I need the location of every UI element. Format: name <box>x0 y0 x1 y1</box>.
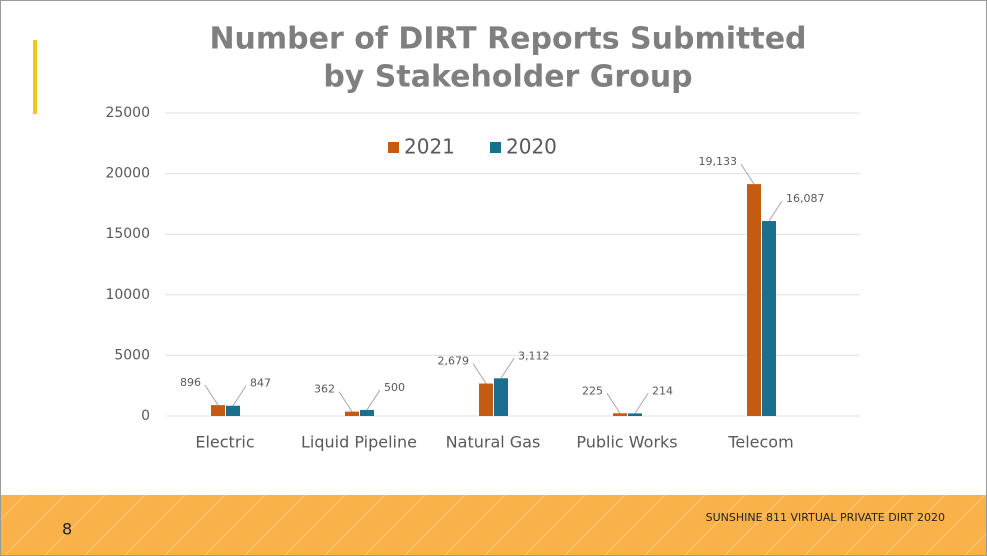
bar <box>747 184 761 416</box>
leader-line <box>338 391 353 412</box>
data-label: 16,087 <box>786 192 825 205</box>
leader-line <box>232 385 247 407</box>
data-label: 2,679 <box>438 355 470 368</box>
leader-line <box>472 363 487 384</box>
bar <box>360 409 374 416</box>
chart-title: Number of DIRT Reports Submitted <box>209 22 806 57</box>
x-tick-label: Natural Gas <box>446 433 541 452</box>
y-tick-label: 25000 <box>105 105 150 121</box>
bar <box>494 378 508 416</box>
x-tick-label: Electric <box>195 433 254 452</box>
data-label: 225 <box>582 384 603 397</box>
legend-swatch <box>490 142 501 153</box>
legend-label: 2020 <box>506 135 557 159</box>
data-label: 214 <box>652 384 673 397</box>
legend-label: 2021 <box>404 135 455 159</box>
bar <box>628 413 642 416</box>
footer-pattern <box>1 495 986 555</box>
y-tick-label: 15000 <box>105 226 150 242</box>
bar <box>613 413 627 416</box>
y-tick-label: 0 <box>141 408 150 424</box>
accent-bar <box>33 40 37 114</box>
y-tick-label: 5000 <box>114 347 150 363</box>
x-tick-label: Liquid Pipeline <box>301 433 417 452</box>
leader-line <box>606 393 621 414</box>
x-tick-label: Telecom <box>727 433 793 452</box>
leader-line <box>634 393 649 414</box>
page-number: 8 <box>62 520 72 539</box>
x-tick-label: Public Works <box>576 433 677 452</box>
data-label: 896 <box>180 376 201 389</box>
data-label: 19,133 <box>699 155 738 168</box>
footer-text: SUNSHINE 811 VIRTUAL PRIVATE DIRT 2020 <box>706 511 945 524</box>
bar <box>211 405 225 416</box>
legend-swatch <box>388 142 399 153</box>
bar <box>226 405 240 416</box>
bar <box>479 383 493 416</box>
chart-title: by Stakeholder Group <box>323 60 692 95</box>
data-label: 362 <box>314 383 335 396</box>
leader-line <box>204 384 219 406</box>
bar <box>762 221 776 416</box>
data-label: 3,112 <box>518 349 550 362</box>
y-tick-label: 20000 <box>105 166 150 182</box>
data-label: 847 <box>250 377 271 390</box>
leader-line <box>768 200 783 222</box>
leader-line <box>366 389 381 411</box>
y-tick-label: 10000 <box>105 287 150 303</box>
leader-line <box>740 163 755 185</box>
bar <box>345 411 359 416</box>
leader-line <box>500 358 515 379</box>
data-label: 500 <box>384 381 405 394</box>
